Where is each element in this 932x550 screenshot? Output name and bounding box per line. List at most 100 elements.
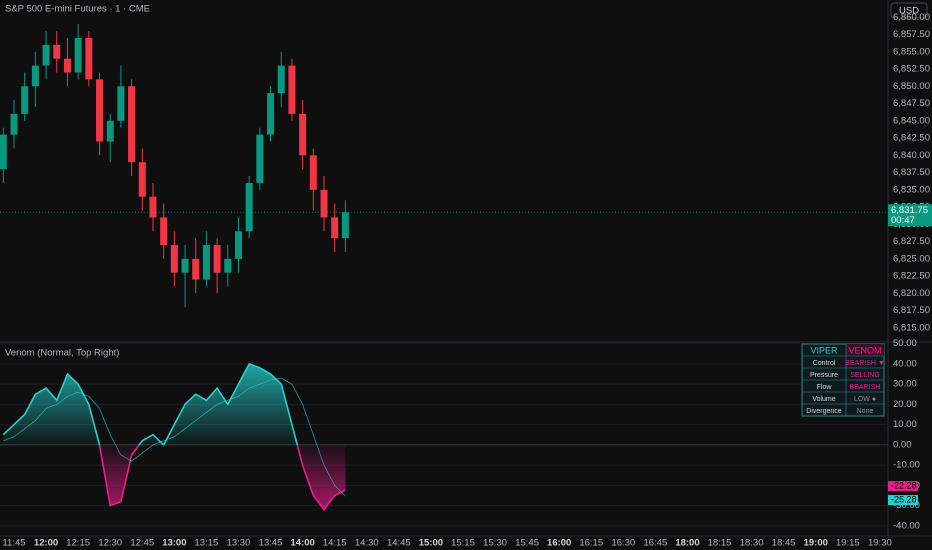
- x-tick-label: 18:15: [708, 538, 732, 549]
- y-tick-label: 6,855.00: [893, 46, 930, 57]
- y-tick-label: 40.00: [893, 358, 917, 369]
- candle-body: [267, 93, 275, 135]
- y-tick-label: -40.00: [893, 520, 920, 531]
- candle-body: [288, 65, 296, 114]
- candle-body: [341, 212, 349, 239]
- x-tick-label: 13:45: [259, 538, 283, 549]
- y-tick-label: 6,827.50: [893, 236, 930, 247]
- y-tick-label: 6,825.00: [893, 253, 930, 264]
- candle-body: [309, 155, 317, 190]
- panel-row-label: Pressure: [810, 372, 838, 379]
- x-tick-label: 12:15: [66, 538, 90, 549]
- y-tick-label: 6,837.50: [893, 167, 930, 178]
- candle-body: [181, 258, 189, 273]
- panel-header-cell: [846, 344, 884, 356]
- last-price-box: [888, 204, 932, 227]
- panel-row-label: Control: [813, 360, 836, 367]
- candle-body: [10, 113, 18, 135]
- candle-body: [192, 258, 200, 280]
- x-tick-label: 11:45: [2, 538, 25, 549]
- currency-label[interactable]: USD: [899, 6, 919, 17]
- venom-line: [2, 362, 346, 512]
- panel-row-label: Divergence: [806, 408, 842, 415]
- candle-body: [213, 245, 221, 273]
- x-tick-label: 12:45: [130, 538, 154, 549]
- x-tick-label: 18:45: [772, 538, 796, 549]
- candle-body: [245, 182, 253, 232]
- y-tick-label: 6,835.00: [893, 184, 930, 195]
- x-tick-label: 15:15: [451, 538, 475, 549]
- y-tick-label: 6,815.00: [893, 322, 930, 333]
- x-tick-label: 13:30: [227, 538, 251, 549]
- candle-body: [170, 245, 178, 273]
- x-tick-label: 12:00: [34, 538, 58, 549]
- x-tick-label: 15:30: [483, 538, 507, 549]
- y-tick-label: 6,852.50: [893, 64, 930, 75]
- signal-line: [3, 377, 346, 497]
- candle-body: [234, 231, 242, 259]
- candle-body: [42, 44, 50, 66]
- candle-body: [320, 189, 328, 218]
- currency-button[interactable]: [890, 2, 928, 19]
- panel-row-label: Flow: [817, 384, 833, 391]
- panel-row-value: BEARISH ▼: [845, 360, 885, 367]
- y-tick-label: 6,857.50: [893, 29, 930, 40]
- candle-body: [149, 196, 157, 218]
- y-tick-label: 6,840.00: [893, 150, 930, 161]
- y-tick-label: -30.00: [893, 500, 920, 511]
- panel-row-value: LOW ●: [854, 396, 876, 403]
- candle-body: [224, 258, 232, 273]
- x-tick-label: 16:00: [547, 538, 571, 549]
- y-tick-label: 10.00: [893, 419, 917, 430]
- candle-body: [277, 65, 285, 94]
- x-tick-label: 16:30: [611, 538, 635, 549]
- y-tick-label: 6,850.00: [893, 81, 930, 92]
- y-tick-label: 6,845.00: [893, 115, 930, 126]
- candle-body: [0, 134, 7, 170]
- x-tick-label: 15:45: [515, 538, 539, 549]
- panel-row-value: None: [857, 408, 874, 415]
- candle-body: [128, 86, 136, 163]
- y-tick-label: 30.00: [893, 379, 917, 390]
- candle-body: [106, 120, 114, 142]
- countdown-label: 00:47: [891, 215, 915, 226]
- candle-body: [117, 86, 125, 121]
- x-tick-label: 12:30: [98, 538, 122, 549]
- candle-body: [331, 217, 339, 239]
- y-tick-label: 6,847.50: [893, 98, 930, 109]
- x-tick-label: 14:15: [323, 538, 347, 549]
- panel-row-label: Volume: [812, 396, 835, 403]
- y-tick-label: 6,822.50: [893, 271, 930, 282]
- candle-body: [138, 162, 146, 197]
- status-panel: VIPER VENOM Control BEARISH ▼ Pressure SELLIN…: [801, 343, 885, 417]
- candle-body: [74, 37, 82, 73]
- x-tick-label: 13:00: [162, 538, 186, 549]
- value-badge-label: -25.28: [891, 494, 917, 504]
- panel-row-value: BEARISH: [850, 384, 881, 391]
- candle-body: [21, 86, 29, 114]
- x-tick-label: 18:00: [675, 538, 699, 549]
- y-tick-label: 6,820.00: [893, 288, 930, 299]
- candle-body: [63, 58, 71, 73]
- x-tick-label: 13:15: [195, 538, 219, 549]
- value-badge: [888, 495, 918, 506]
- y-tick-label: 0.00: [893, 439, 912, 450]
- y-tick-label: 6,860.00: [893, 12, 930, 23]
- x-tick-label: 14:45: [387, 538, 411, 549]
- candle-body: [53, 44, 61, 59]
- value-badge: [888, 480, 918, 491]
- y-tick-label: 50.00: [893, 338, 917, 349]
- x-tick-label: 14:00: [290, 538, 314, 549]
- x-tick-label: 19:00: [804, 538, 828, 549]
- panel-header: VENOM: [848, 345, 881, 355]
- value-badge-label: -22.28: [891, 480, 917, 490]
- chart-title: S&P 500 E-mini Futures · 1 · CME: [5, 4, 150, 15]
- x-tick-label: 19:30: [868, 538, 892, 549]
- y-tick-label: 6,842.50: [893, 133, 930, 144]
- x-tick-label: 18:30: [740, 538, 764, 549]
- y-tick-label: 20.00: [893, 399, 917, 410]
- last-price-label: 6,831.75: [891, 205, 928, 216]
- panel-header: VIPER: [810, 345, 838, 355]
- y-tick-label: 6,817.50: [893, 305, 930, 316]
